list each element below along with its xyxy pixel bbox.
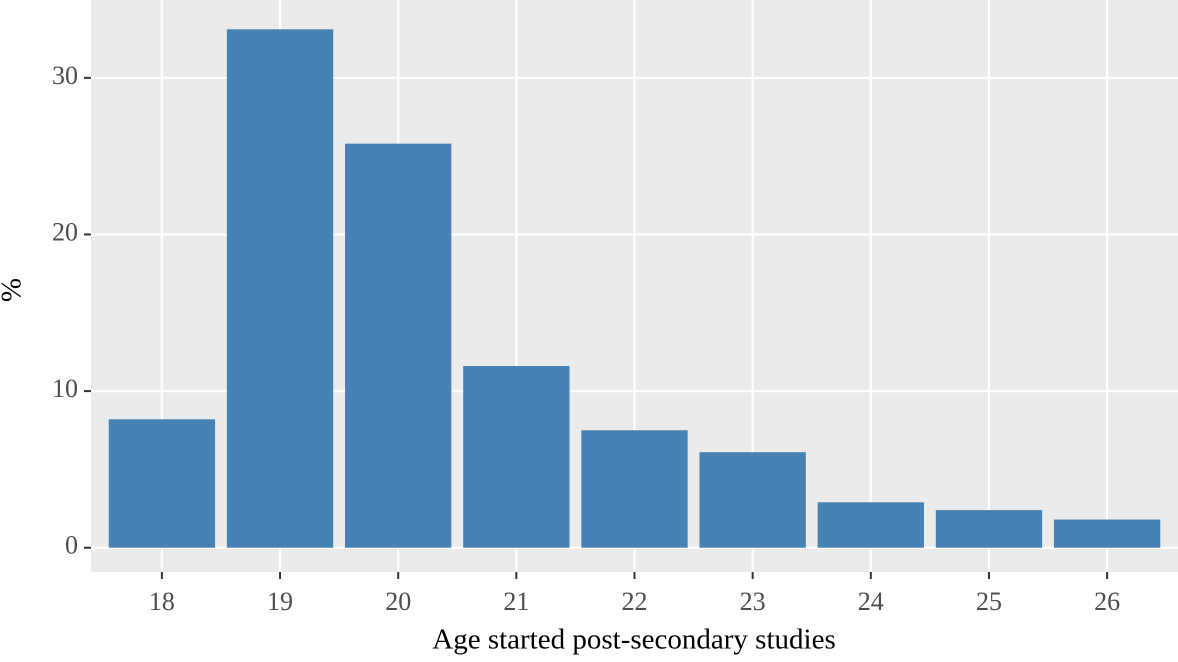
y-tick-label: 10 — [52, 374, 78, 403]
y-tick-label: 20 — [52, 217, 78, 246]
x-tick-label: 20 — [385, 587, 411, 616]
x-tick-label: 25 — [976, 587, 1002, 616]
bar — [108, 419, 216, 548]
y-axis-title: % — [0, 278, 28, 302]
bar — [463, 366, 570, 548]
bar — [226, 29, 334, 548]
x-tick-label: 18 — [149, 587, 175, 616]
y-tick-label: 0 — [65, 531, 78, 560]
x-tick-label: 24 — [858, 587, 884, 616]
x-tick-label: 21 — [503, 587, 529, 616]
x-axis-title: Age started post-secondary studies — [432, 624, 835, 656]
x-tick-label: 23 — [740, 587, 766, 616]
bar — [345, 143, 452, 548]
bar — [699, 452, 806, 548]
x-tick-label: 26 — [1094, 587, 1120, 616]
bar — [1053, 519, 1161, 548]
x-tick-label: 22 — [622, 587, 648, 616]
x-tick-label: 19 — [267, 587, 293, 616]
bar — [581, 430, 688, 548]
bar — [935, 510, 1043, 548]
bar — [817, 502, 924, 548]
y-tick-label: 30 — [52, 61, 78, 90]
